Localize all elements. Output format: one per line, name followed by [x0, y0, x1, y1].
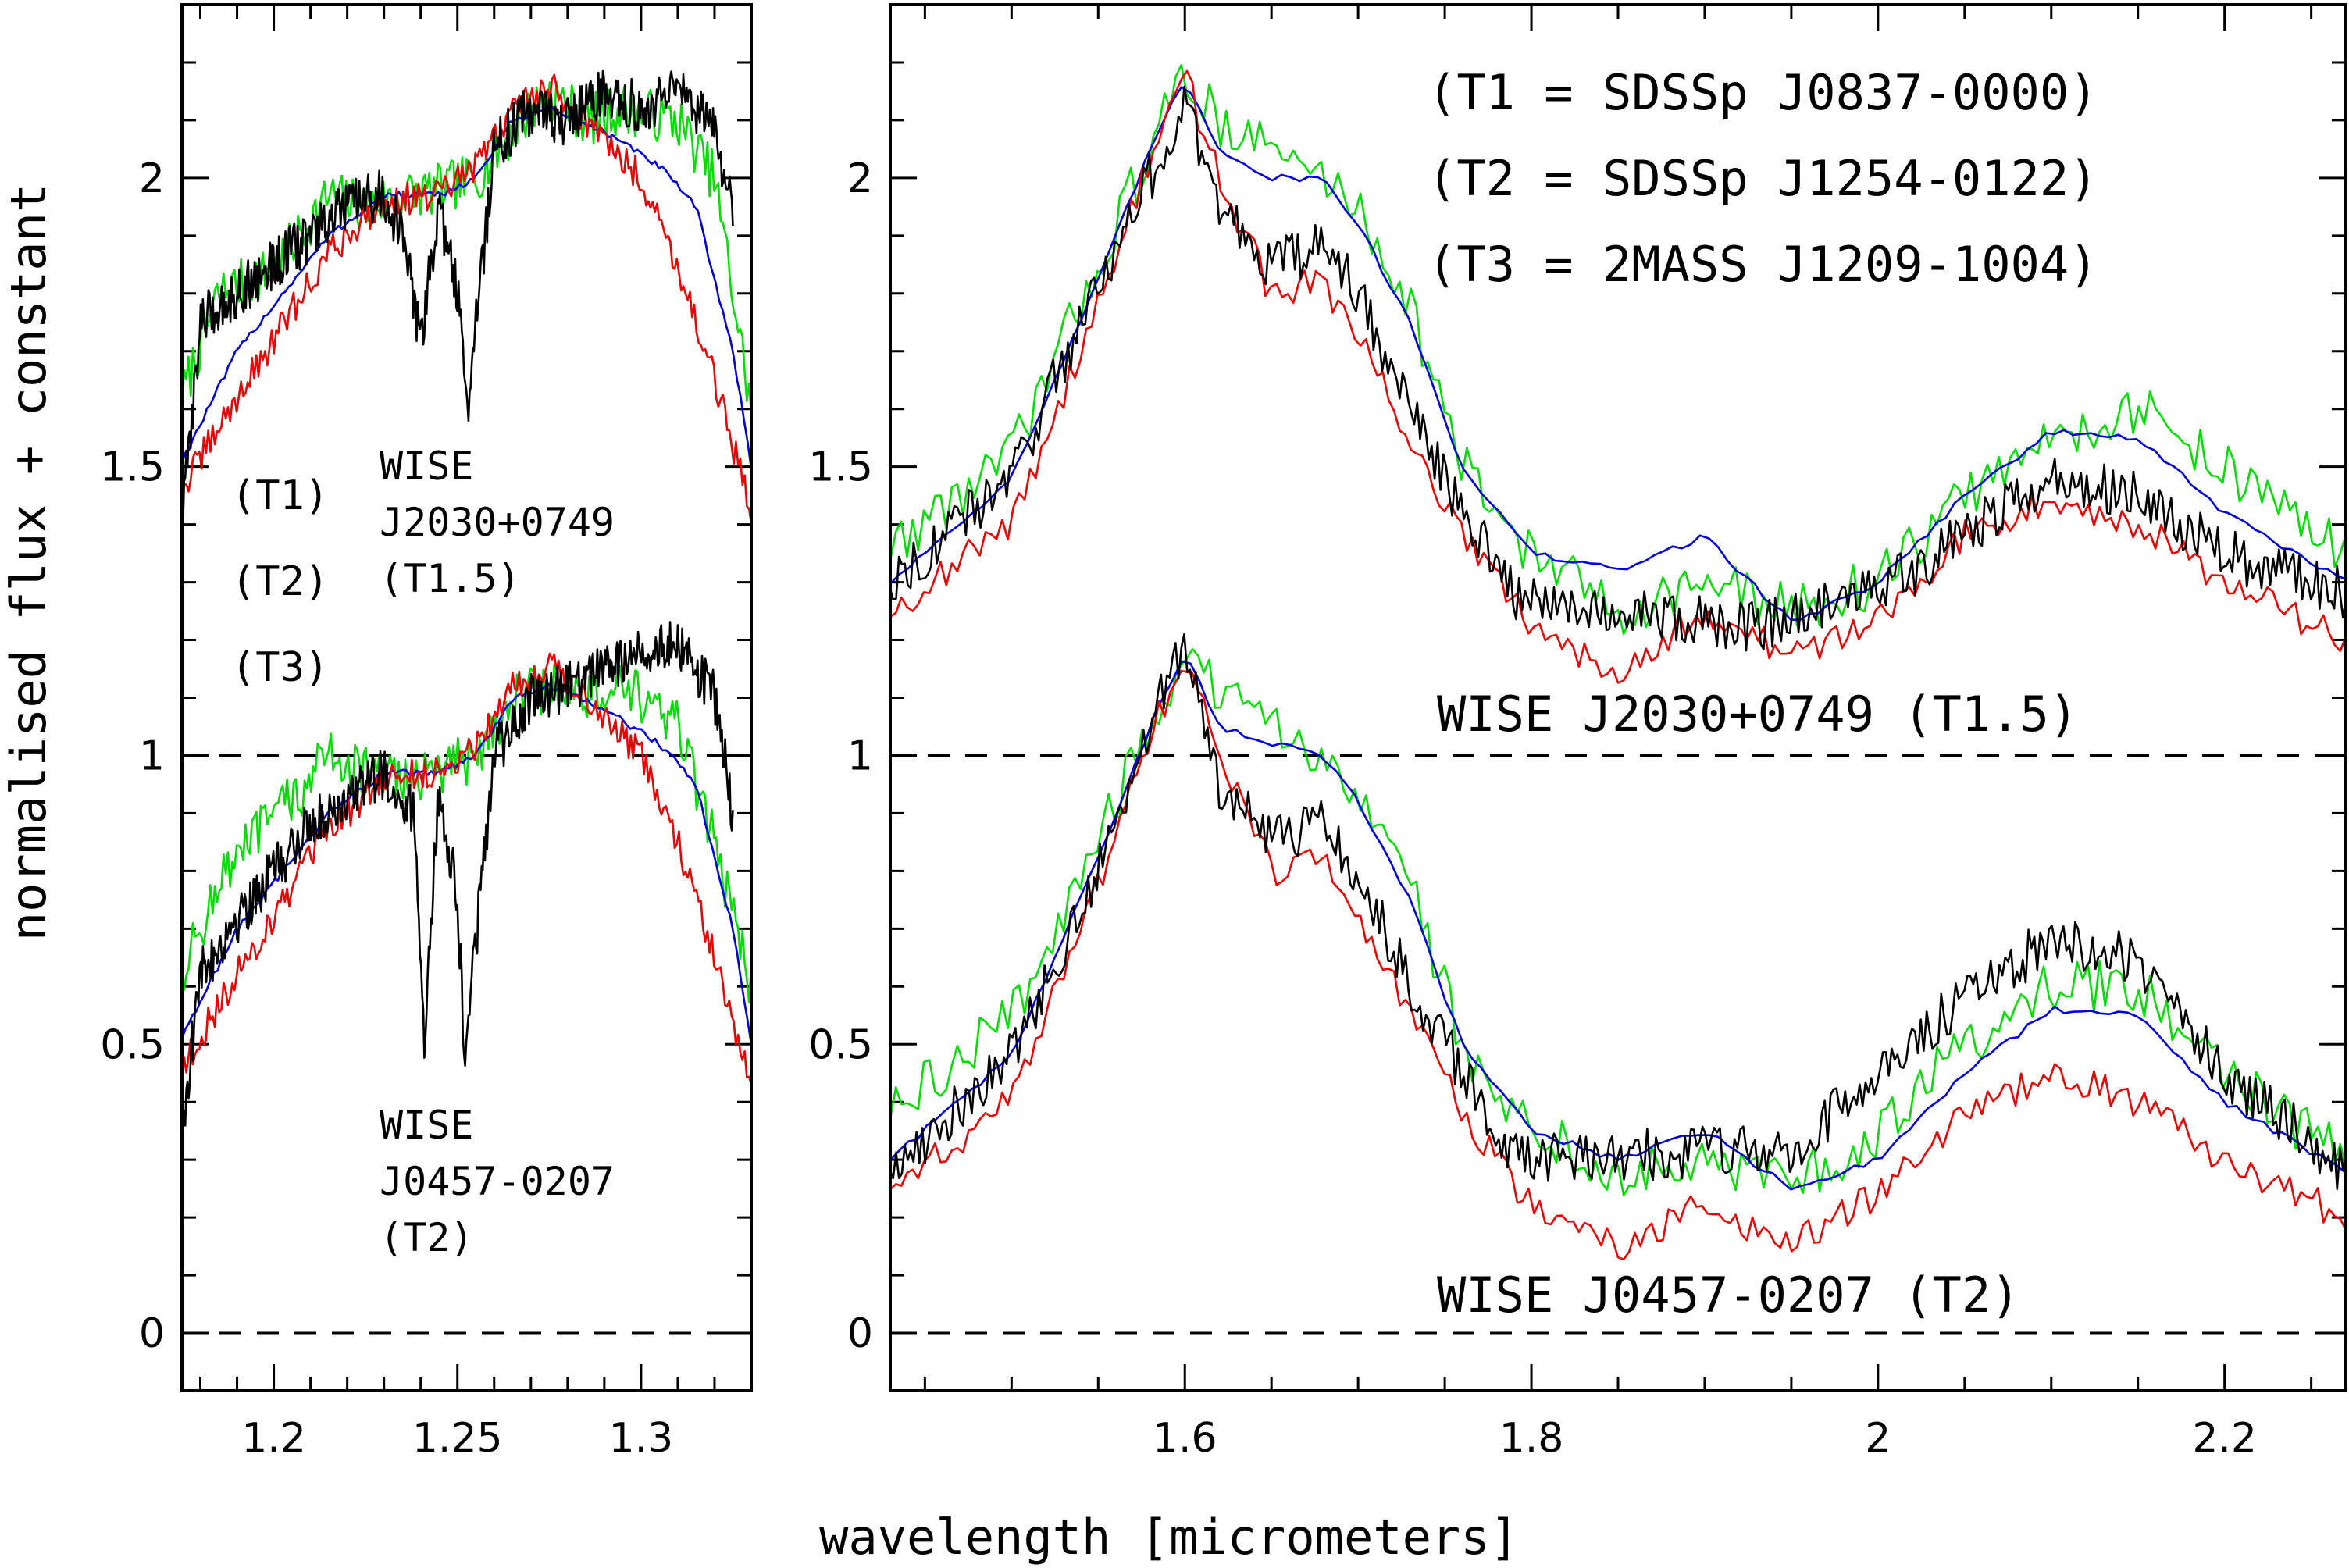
left-x-tick-label: 1.25 — [412, 1415, 503, 1462]
right-spectrum-observed-upper — [889, 85, 2347, 652]
right-spectrum-t1-lower — [889, 647, 2347, 1197]
right-y-tick-label: 2 — [847, 155, 873, 202]
left-y-tick-label: 0.5 — [100, 1021, 165, 1068]
left-panel-frame — [180, 3, 753, 1392]
left-y-tick-label: 1.5 — [100, 444, 165, 491]
left-spectrum-t2-upper — [180, 105, 753, 469]
left-spectrum-observed-lower — [180, 621, 734, 1131]
annotation-upper-spectrum: WISE J2030+0749 (T1.5) — [1437, 686, 2078, 743]
left-spectrum-t1-lower — [180, 662, 753, 1003]
right-spectrum-observed-lower — [889, 633, 2347, 1191]
legend-entry-t2: (T2) — [231, 558, 329, 605]
left-y-tick-label: 1 — [139, 732, 165, 779]
annotation-upper-line1: WISE — [380, 444, 473, 489]
legend-entry-t2: (T2 = SDSSp J1254-0122) — [1428, 150, 2098, 207]
right-y-tick-label: 0.5 — [808, 1021, 873, 1068]
legend-entry-t3: (T3) — [231, 644, 329, 691]
right-panel: 0 0.5 1 1.5 2 1.6 1.8 2 2.2 (T1 = SDSSp J0837-00… — [808, 3, 2347, 1462]
right-spectrum-t3-upper — [889, 69, 2347, 684]
left-x-tick-label: 1.3 — [609, 1415, 674, 1462]
annotation-lower-line2: J0457-0207 — [380, 1159, 615, 1204]
right-y-tick-label: 1 — [847, 732, 873, 779]
legend-entry-t1: (T1 = SDSSp J0837-0000) — [1428, 64, 2098, 121]
annotation-lower-line3: (T2) — [380, 1215, 473, 1260]
left-spectrum-t3-lower — [180, 652, 753, 1085]
left-plot-area: 0 0.5 1 1.5 2 1.2 1.25 1.3 — [100, 3, 753, 1462]
right-x-tick-label: 2.2 — [2192, 1415, 2257, 1462]
left-spectrum-t3-upper — [180, 73, 753, 524]
right-y-tick-label: 1.5 — [808, 444, 873, 491]
x-axis-title: wavelength [micrometers] — [819, 1509, 1519, 1566]
annotation-upper-line2: J2030+0749 — [380, 500, 615, 545]
left-y-tick-label: 0 — [139, 1310, 165, 1357]
right-spectrum-t2-upper — [889, 86, 2347, 622]
right-x-tick-label: 2 — [1865, 1415, 1891, 1462]
annotation-lower-line1: WISE — [380, 1103, 473, 1148]
right-spectrum-t1-upper — [889, 64, 2347, 635]
right-x-tick-label: 1.6 — [1153, 1415, 1217, 1462]
right-y-tick-label: 0 — [847, 1310, 873, 1357]
annotation-upper-line3: (T1.5) — [380, 556, 521, 601]
y-axis-title: normalised flux + constant — [0, 184, 57, 942]
right-panel-frame — [889, 3, 2347, 1392]
legend-entry-t1: (T1) — [231, 472, 329, 519]
left-panel: 00.511.521.2 1.25 1.3 (T1) (T2) (T3) WISE … — [100, 3, 753, 1462]
legend-entry-t3: (T3 = 2MASS J1209-1004) — [1428, 236, 2098, 293]
left-spectrum-t2-lower — [180, 682, 753, 1045]
right-plot-area: 0 0.5 1 1.5 2 1.6 1.8 2 2.2 — [808, 3, 2347, 1462]
left-y-tick-label: 2 — [139, 155, 165, 202]
right-x-tick-label: 1.8 — [1499, 1415, 1564, 1462]
annotation-lower-spectrum: WISE J0457-0207 (T2) — [1437, 1267, 2020, 1324]
left-spectrum-observed-upper — [180, 69, 734, 533]
left-x-tick-label: 1.2 — [241, 1415, 306, 1462]
